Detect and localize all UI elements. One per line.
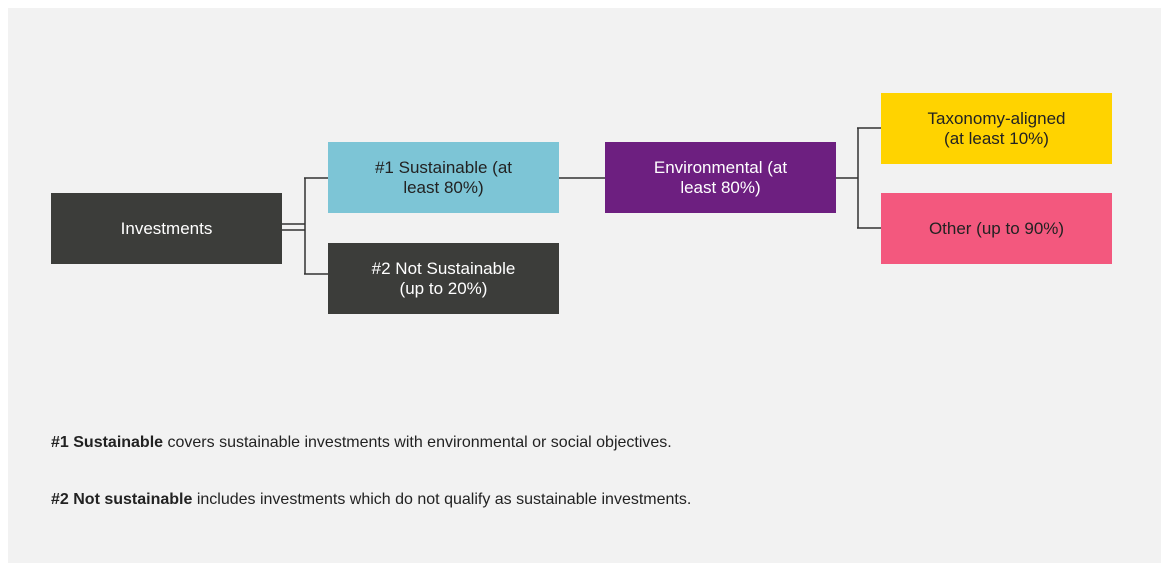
note-bold: #1 Sustainable [51,434,164,451]
node-sustainable: #1 Sustainable (at least 80%) [328,142,559,213]
node-label: (at least 10%) [944,128,1049,148]
node-investments: Investments [51,193,282,264]
note-text: includes investments which do not qualif… [196,491,692,508]
node-label: least 80%) [403,177,484,197]
note-text: covers sustainable investments with envi… [167,434,672,451]
node-label: Environmental (at [653,157,788,177]
note-bold: #2 Not sustainable [51,491,193,508]
node-taxonomy: Taxonomy-aligned (at least 10%) [881,93,1112,164]
node-label: Taxonomy-aligned [927,108,1066,128]
node-not-sustainable: #2 Not Sustainable (up to 20%) [328,243,559,314]
node-label: least 80%) [680,177,761,197]
node-environmental: Environmental (at least 80%) [605,142,836,213]
node-label: Investments [120,218,213,238]
note: #1 Sustainable covers sustainable invest… [51,434,672,452]
node-label: (up to 20%) [399,278,488,298]
node-label: #2 Not Sustainable [371,258,516,278]
node-label: #1 Sustainable (at [374,157,513,177]
note: #2 Not sustainable includes investments … [51,491,691,509]
node-label: Other (up to 90%) [928,218,1065,238]
node-other: Other (up to 90%) [881,193,1112,264]
